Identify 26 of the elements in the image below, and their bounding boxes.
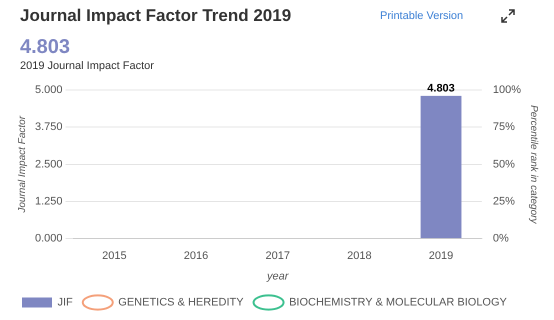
data-label: 4.803 [427,82,455,94]
text: 2019 Journal Impact Factor [20,60,154,72]
y-axis-title: Journal Impact Factor [16,115,28,214]
x-tick-label: 2018 [347,250,372,262]
y2-tick-label: 0% [492,232,509,245]
x-tick-label: 2019 [428,250,454,262]
legend-label: JIF [58,296,74,309]
legend-label: GENETICS & HEREDITY [118,296,244,309]
x-axis-title: year [266,270,290,282]
text: 4.803 [20,36,70,59]
x-tick-label: 2016 [184,250,208,262]
y2-tick-label: 75% [492,121,516,134]
y2-tick-label: 50% [492,158,516,170]
y2-tick-label: 25% [492,195,516,208]
y-tick-label: 0.000 [34,232,63,245]
y-tick-label: 3.750 [34,121,63,134]
x-tick-label: 2015 [102,250,127,262]
legend-label: BIOCHEMISTRY & MOLECULAR BIOLOGY [289,296,508,309]
x-tick-label: 2017 [265,250,290,262]
text: Printable Version [380,10,464,22]
y-tick-label: 2.500 [34,158,63,170]
y-tick-label: 1.250 [34,195,63,208]
y-tick-label: 5.000 [34,84,63,96]
y2-axis-title: Percentile rank in category [528,105,540,224]
y2-tick-label: 100% [492,84,522,96]
chart-title: Journal Impact Factor Trend 2019 [20,6,292,26]
